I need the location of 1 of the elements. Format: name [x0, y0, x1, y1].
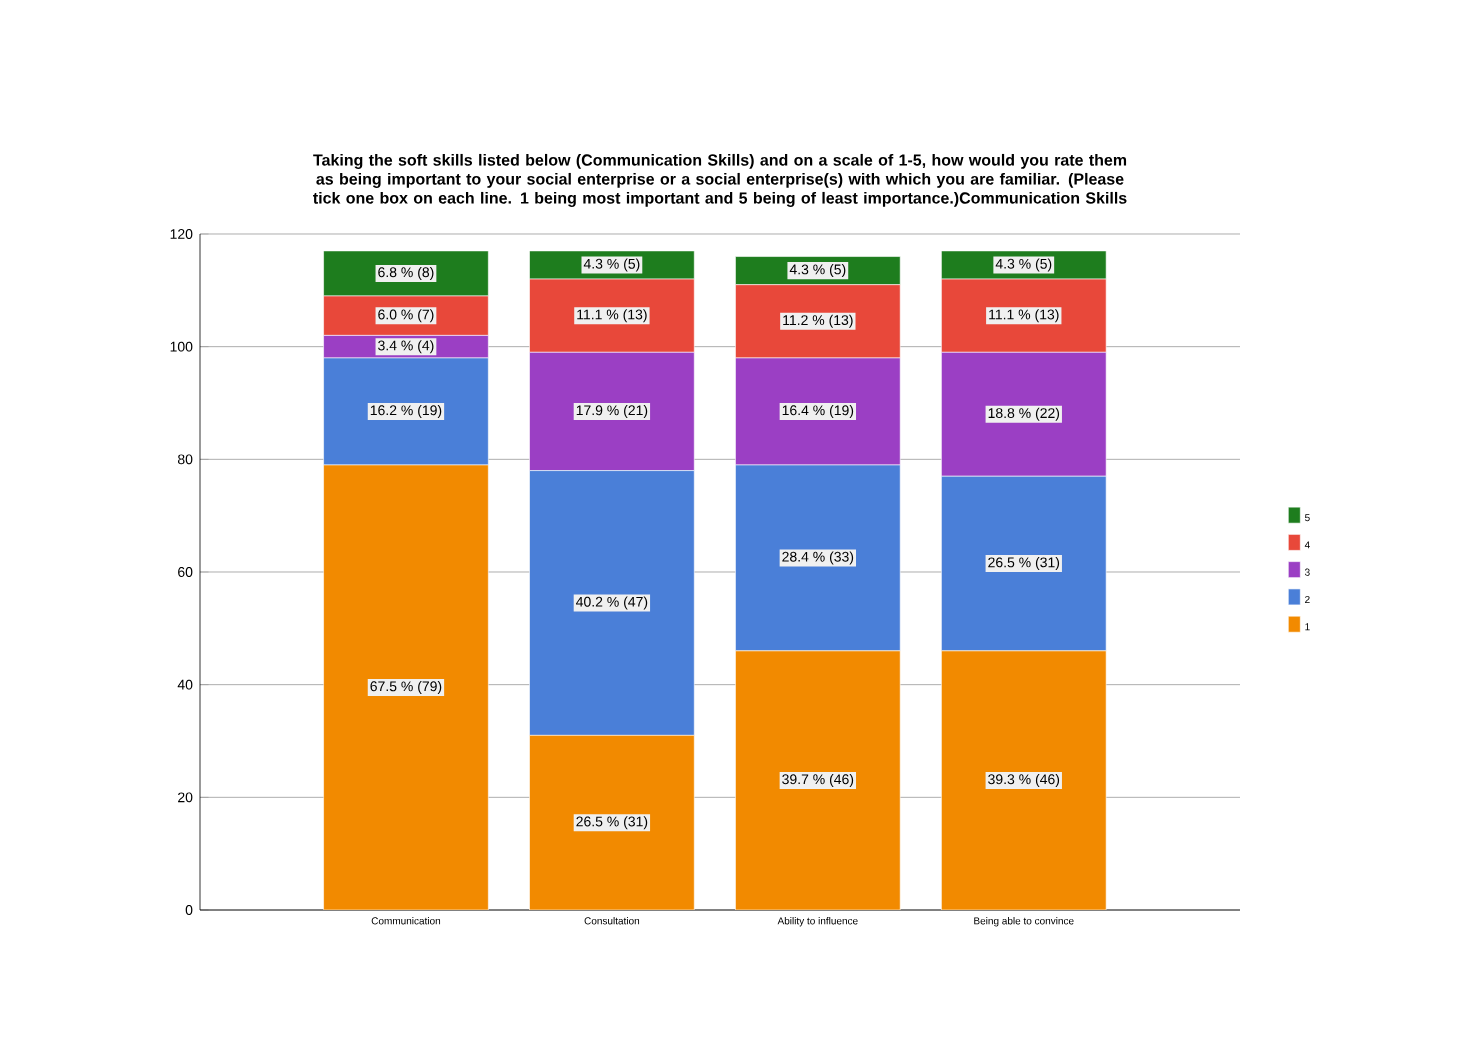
- chart-title: Taking the soft skills listed below (Communication Skills) and on a scale of 1-5, how would you rate them as being important to your social enterprise or a social enterprise(s) with which you are familiar. (Please tick one box on each line. 1 being most important and 5 being of least importance.)Communication Skills: [313, 153, 1127, 207]
